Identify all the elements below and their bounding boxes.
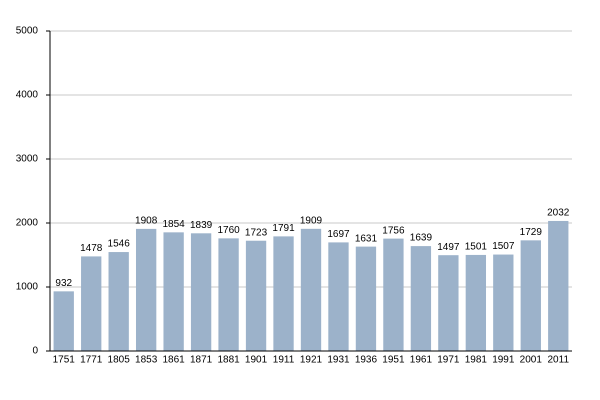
bar	[355, 246, 377, 351]
value-label: 1639	[410, 233, 433, 244]
value-label: 1729	[520, 227, 543, 238]
y-tick-label: 2000	[16, 218, 39, 229]
y-tick-label: 5000	[16, 26, 39, 37]
x-tick-label: 1936	[355, 355, 378, 366]
x-tick-label: 2001	[520, 355, 543, 366]
x-tick-label: 1751	[53, 355, 76, 366]
value-label: 1697	[327, 229, 350, 240]
y-tick-label: 3000	[16, 154, 39, 165]
value-label: 1546	[108, 239, 131, 250]
x-tick-label: 1861	[163, 355, 186, 366]
bar	[328, 242, 349, 351]
bar	[81, 256, 102, 351]
x-tick-label: 1991	[492, 355, 515, 366]
value-label: 1760	[217, 225, 240, 236]
x-tick-label: 1931	[327, 355, 350, 366]
bar	[465, 254, 487, 351]
x-tick-label: 1961	[410, 355, 433, 366]
x-tick-label: 1981	[465, 355, 488, 366]
y-tick-label: 1000	[16, 282, 39, 293]
value-label: 1478	[80, 243, 103, 254]
bar	[300, 228, 322, 351]
x-tick-label: 1805	[108, 355, 131, 366]
value-label: 1507	[492, 241, 515, 252]
bar	[53, 291, 74, 351]
bar	[438, 255, 459, 351]
value-label: 1631	[355, 233, 378, 244]
bar	[190, 233, 212, 351]
value-label: 1909	[300, 215, 323, 226]
x-tick-label: 1911	[273, 355, 295, 366]
x-tick-label: 1853	[135, 355, 158, 366]
value-label: 1854	[163, 219, 186, 230]
y-tick-label: 4000	[16, 90, 39, 101]
bar	[410, 246, 432, 351]
x-tick-label: 2011	[548, 355, 570, 366]
bar	[493, 254, 514, 351]
x-tick-label: 1871	[190, 355, 213, 366]
bar	[548, 220, 569, 351]
y-tick-label: 0	[32, 346, 38, 357]
value-label: 932	[55, 278, 72, 289]
value-label: 1497	[437, 242, 460, 253]
value-label: 2032	[547, 208, 570, 219]
bar	[273, 236, 294, 351]
x-tick-label: 1881	[217, 355, 240, 366]
bar	[163, 232, 184, 351]
bar	[135, 228, 157, 351]
x-tick-label: 1971	[437, 355, 460, 366]
value-label: 1501	[465, 242, 488, 253]
bar	[245, 240, 267, 351]
bar	[108, 252, 129, 351]
x-tick-label: 1921	[300, 355, 323, 366]
value-label: 1839	[190, 220, 213, 231]
bar	[520, 240, 541, 351]
value-label: 1791	[272, 223, 295, 234]
x-tick-label: 1901	[245, 355, 268, 366]
value-label: 1908	[135, 216, 158, 227]
value-label: 1756	[382, 225, 405, 236]
x-tick-label: 1951	[382, 355, 405, 366]
bar	[383, 238, 404, 351]
value-label: 1723	[245, 227, 268, 238]
bar	[218, 238, 239, 351]
x-tick-label: 1771	[80, 355, 103, 366]
